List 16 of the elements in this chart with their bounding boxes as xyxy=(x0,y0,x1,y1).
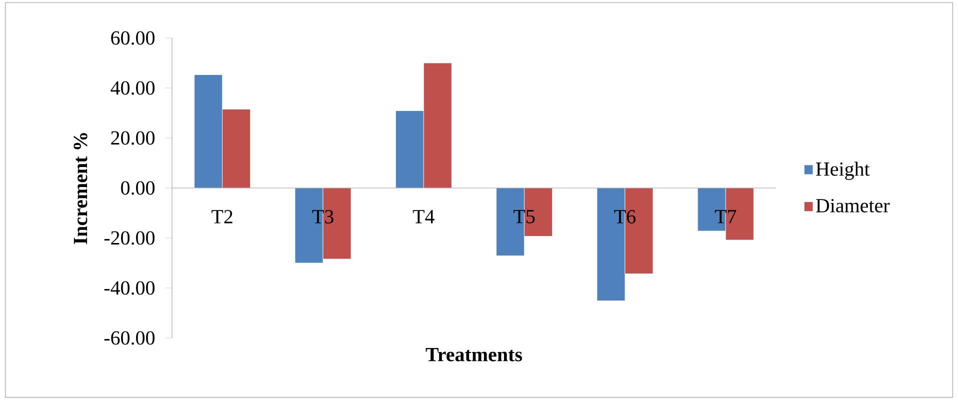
y-tick-label: -20.00 xyxy=(104,231,155,245)
x-tick-label: T3 xyxy=(312,210,334,224)
legend-label: Diameter xyxy=(816,198,890,212)
x-axis-title: Treatments xyxy=(426,348,522,362)
y-tick-label: 60.00 xyxy=(111,31,155,45)
y-tick-label: -60.00 xyxy=(104,331,155,345)
y-tick-label: 20.00 xyxy=(111,131,155,145)
legend-label: Height xyxy=(816,162,870,180)
x-tick-label: T2 xyxy=(212,210,232,224)
x-tick-label: T6 xyxy=(614,210,636,224)
y-tick-label: 40.00 xyxy=(110,81,155,95)
y-tick-label: -40.00 xyxy=(104,281,155,295)
y-tick-label: 0.00 xyxy=(121,181,155,195)
y-axis-title: Increment % xyxy=(74,133,88,244)
x-tick-label: T5 xyxy=(514,210,535,224)
x-tick-label: T4 xyxy=(412,210,434,224)
